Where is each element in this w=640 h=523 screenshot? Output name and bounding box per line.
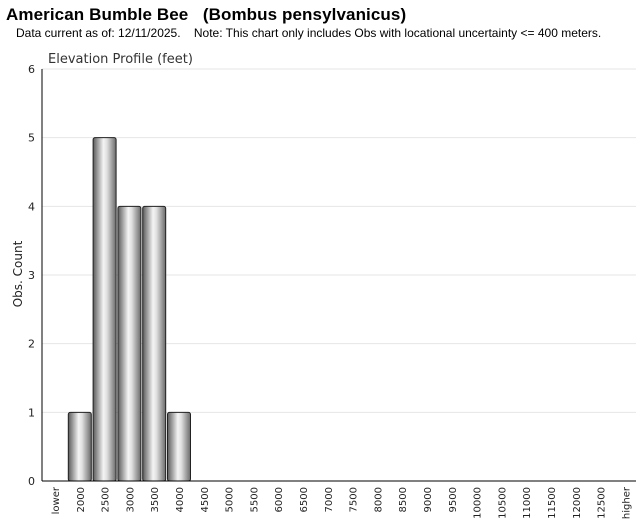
x-tick-label: 11500: [547, 487, 558, 519]
x-tick-label: 2000: [76, 487, 87, 512]
x-tick-label: 8000: [373, 487, 384, 512]
chart-title: Elevation Profile (feet): [48, 52, 193, 67]
x-tick-label: 7000: [324, 487, 335, 512]
page-subtitle: Data current as of: 12/11/2025. Note: Th…: [16, 26, 602, 40]
x-tick-label: 10000: [473, 487, 484, 519]
x-tick-label: 12000: [572, 487, 583, 519]
bars: [67, 137, 191, 482]
x-tick-label: 6000: [274, 487, 285, 512]
y-tick-labels: 0 1 2 3 4 5 6: [28, 63, 35, 488]
x-tick-label: 2500: [101, 487, 112, 512]
x-tick-label: 4500: [200, 487, 211, 512]
x-tick-label: 7500: [349, 487, 360, 512]
x-tick-label: 12500: [597, 487, 608, 519]
x-tick-label: 5000: [225, 487, 236, 512]
y-tick-label: 5: [28, 132, 35, 145]
x-tick-label: 11000: [522, 487, 533, 519]
y-tick-label: 6: [28, 63, 35, 76]
bar: [117, 205, 142, 482]
axes: [41, 69, 636, 482]
x-tick-label: 6500: [299, 487, 310, 512]
x-tick-label: 5500: [249, 487, 260, 512]
x-tick-label: 3000: [125, 487, 136, 512]
x-tick-label: 4000: [175, 487, 186, 512]
x-tick-label: higher: [621, 486, 632, 519]
x-tick-label: 8500: [398, 487, 409, 512]
page-title: American Bumble Bee (Bombus pensylvanicu…: [6, 5, 407, 24]
y-tick-label: 4: [28, 200, 35, 213]
x-tick-label: 9000: [423, 487, 434, 512]
x-tick-label: 3500: [150, 487, 161, 512]
x-tick-label: 10500: [497, 487, 508, 519]
y-tick-label: 3: [28, 269, 35, 282]
bar: [92, 137, 117, 482]
y-tick-label: 1: [28, 406, 35, 419]
bar: [167, 411, 191, 482]
y-tick-label: 2: [28, 338, 35, 351]
y-axis-label: Obs. Count: [11, 240, 25, 307]
bar: [142, 205, 167, 482]
bar: [67, 411, 92, 482]
y-tick-label: 0: [28, 475, 35, 488]
x-tick-labels: lower 2000 2500 3000 3500 4000 4500 5000 5500 600…: [51, 486, 632, 519]
x-tick-label: lower: [51, 486, 62, 514]
x-tick-label: 9500: [448, 487, 459, 512]
